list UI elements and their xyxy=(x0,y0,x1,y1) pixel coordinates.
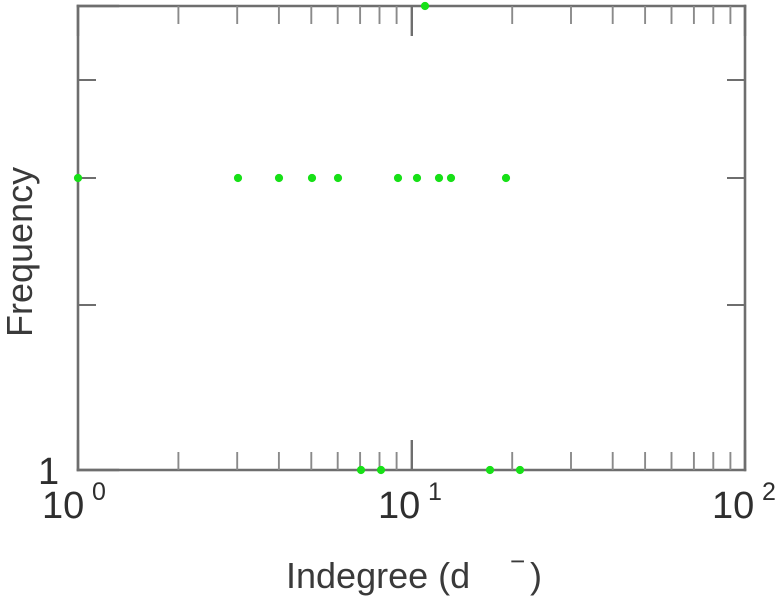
x-tick-exponent-2: 2 xyxy=(762,478,776,506)
x-tick-label-10e1: 10 1 xyxy=(378,478,442,527)
x-axis-title-close: ) xyxy=(530,555,542,596)
x-tick-label-10e0: 10 0 xyxy=(42,478,106,527)
x-axis-top-ticks xyxy=(177,6,732,36)
y-tick-label-1: 1 xyxy=(38,451,59,493)
x-axis-title-main: Indegree (d xyxy=(286,555,470,596)
data-point-layer xyxy=(73,1,525,475)
data-point xyxy=(307,173,317,183)
x-tick-mantissa-1: 10 xyxy=(378,485,420,527)
data-point xyxy=(274,173,284,183)
data-point xyxy=(485,465,495,475)
data-point xyxy=(420,1,430,11)
x-tick-exponent-0: 0 xyxy=(92,478,106,506)
data-point xyxy=(233,173,243,183)
plot-frame xyxy=(76,4,747,472)
axis-corner-accents xyxy=(76,4,120,472)
x-axis-title-superscript: − xyxy=(510,546,525,576)
x-axis-title: Indegree (d − ) xyxy=(286,546,542,596)
x-tick-mantissa-0: 10 xyxy=(42,485,84,527)
data-point xyxy=(393,173,403,183)
x-tick-exponent-1: 1 xyxy=(428,478,442,506)
x-axis-ticks xyxy=(177,440,732,470)
data-point xyxy=(73,173,83,183)
y-axis-title: Frequency xyxy=(0,167,40,337)
data-point xyxy=(501,173,511,183)
data-point xyxy=(333,173,343,183)
data-point xyxy=(446,173,456,183)
data-point xyxy=(412,173,422,183)
y-axis-right-ticks xyxy=(727,6,747,470)
x-tick-label-10e2: 10 2 xyxy=(712,478,776,527)
data-point xyxy=(434,173,444,183)
x-tick-mantissa-2: 10 xyxy=(712,485,754,527)
data-point xyxy=(376,465,386,475)
data-point xyxy=(356,465,366,475)
data-point xyxy=(515,465,525,475)
y-axis-ticks xyxy=(76,6,96,470)
